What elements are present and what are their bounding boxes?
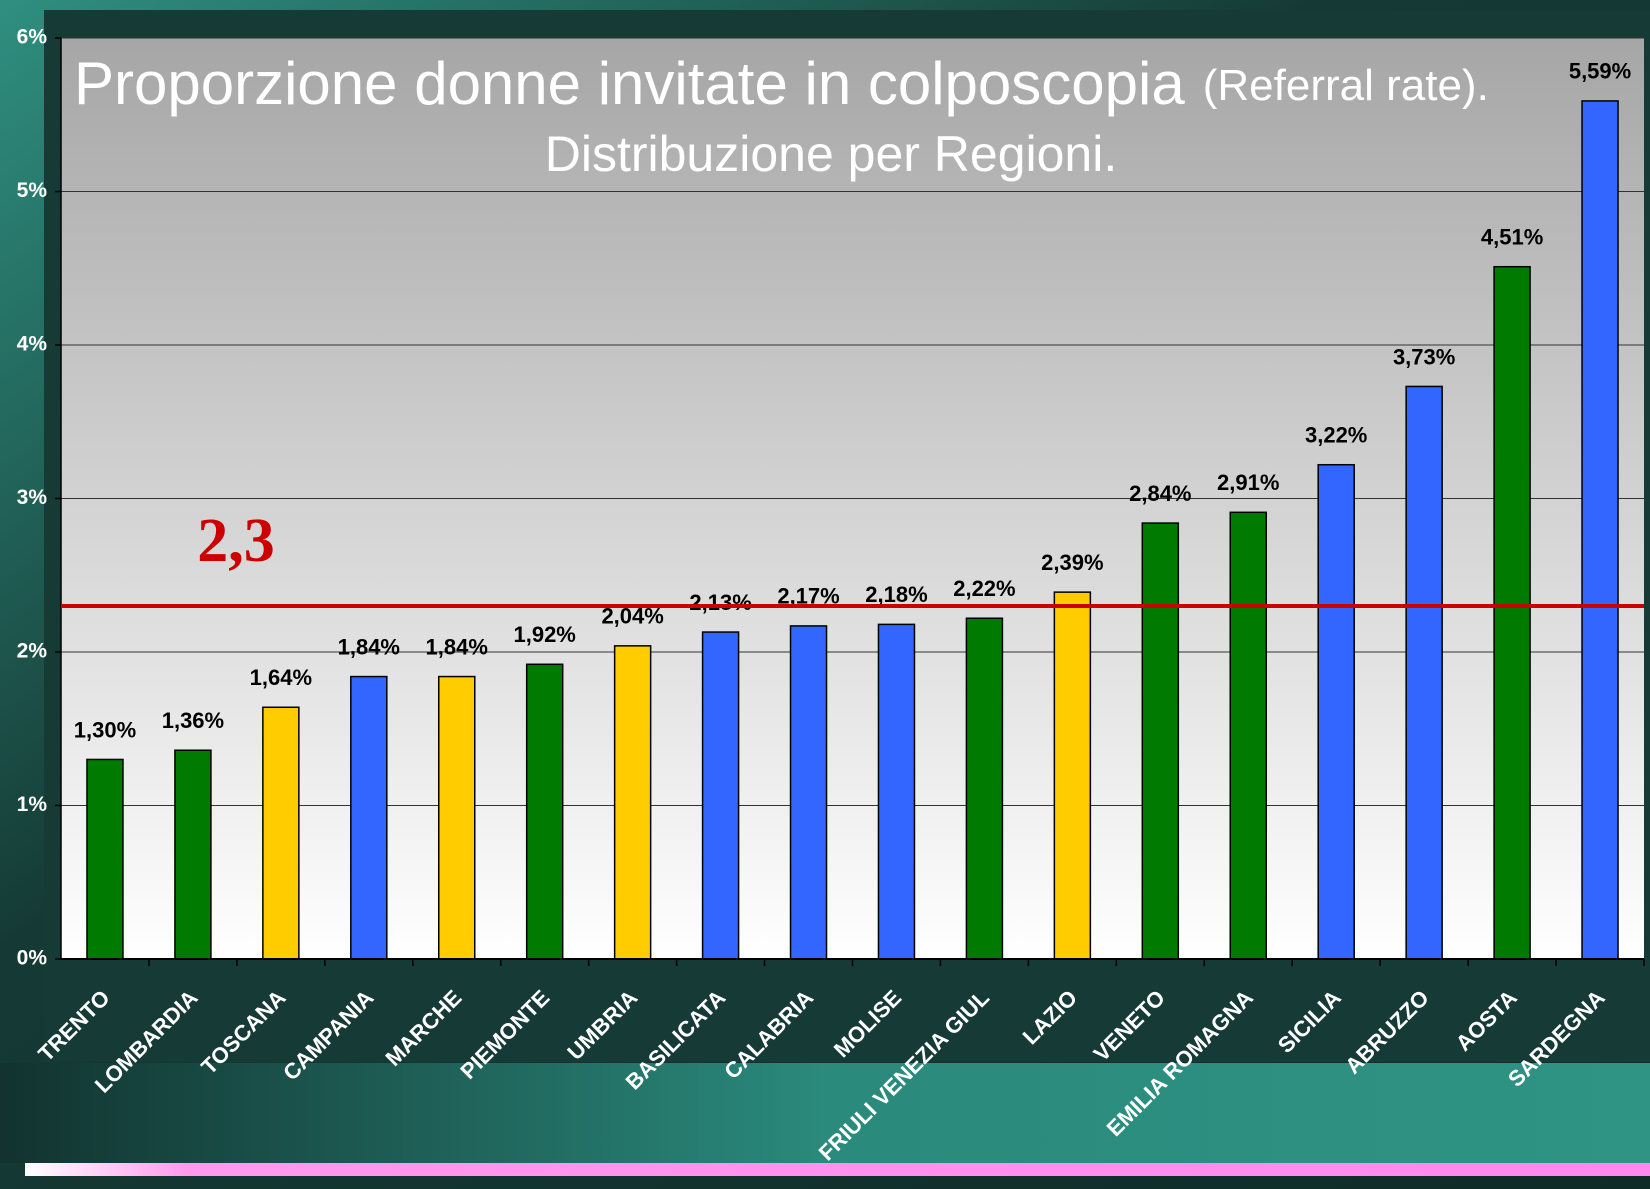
bar	[965, 617, 1004, 960]
value-label: 1,92%	[513, 622, 575, 647]
bar	[1229, 511, 1267, 960]
bar	[1405, 385, 1443, 960]
y-tick-label: 1%	[17, 793, 48, 816]
value-label: 3,73%	[1393, 344, 1455, 369]
bar	[1493, 265, 1531, 960]
bar	[350, 675, 388, 960]
bar	[525, 663, 564, 960]
y-tick-label: 5%	[17, 179, 48, 202]
value-label: 1,36%	[162, 708, 224, 733]
bar	[174, 749, 212, 960]
value-label: 1,84%	[426, 634, 488, 659]
bar	[1053, 591, 1092, 960]
chart-subtitle: Distribuzione per Regioni.	[545, 126, 1118, 182]
value-label: 2,84%	[1129, 481, 1191, 506]
value-label: 2,91%	[1217, 470, 1279, 495]
value-label: 2,39%	[1041, 550, 1103, 575]
bar	[789, 625, 828, 960]
chart-title-group: Proporzione donne invitate in colposcopi…	[74, 50, 1489, 117]
chart-title: Proporzione donne invitate in colposcopi…	[74, 50, 1185, 117]
chart-title-suffix: (Referral rate).	[1203, 61, 1489, 110]
bar	[877, 623, 916, 960]
reference-label: 2,3	[197, 507, 275, 575]
value-label: 5,59%	[1569, 59, 1631, 84]
value-label: 4,51%	[1481, 225, 1543, 250]
value-label: 2,13%	[689, 590, 751, 615]
y-tick-label: 6%	[17, 26, 48, 49]
y-tick-label: 0%	[17, 947, 48, 970]
value-label: 3,22%	[1305, 423, 1367, 448]
y-tick-label: 2%	[17, 640, 48, 663]
value-label: 2,22%	[953, 576, 1015, 601]
bar	[438, 675, 476, 960]
accent-line	[25, 1163, 1650, 1176]
value-label: 2,18%	[865, 582, 927, 607]
bar	[86, 758, 124, 960]
bar	[1317, 463, 1355, 960]
value-label: 1,84%	[338, 634, 400, 659]
value-label: 1,30%	[74, 717, 136, 742]
bar	[262, 706, 300, 960]
y-tick-label: 4%	[17, 333, 48, 356]
bar	[1141, 522, 1180, 960]
value-label: 1,64%	[250, 665, 312, 690]
bar	[613, 645, 652, 960]
band	[0, 1063, 1650, 1163]
bar	[701, 631, 740, 960]
bar	[1581, 100, 1619, 960]
y-tick-label: 3%	[17, 486, 48, 509]
